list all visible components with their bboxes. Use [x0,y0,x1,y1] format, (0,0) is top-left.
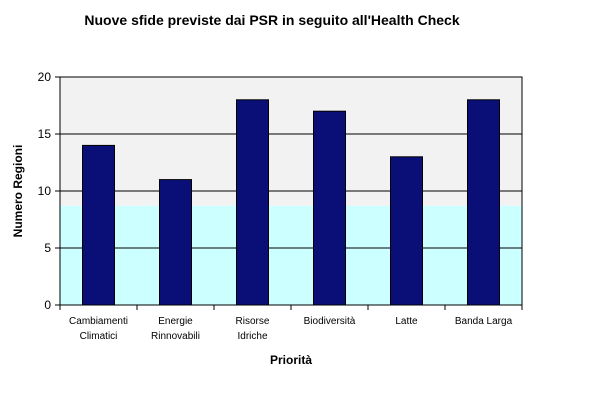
y-tick-label: 20 [38,70,52,84]
x-tick-label: Risorse Idriche [236,316,270,342]
bar [159,179,192,306]
x-tick-label: Energie Rinnovabili [151,316,200,342]
y-tick-label: 5 [44,241,51,255]
bars [82,99,500,306]
plot-area-upper [60,77,522,206]
bar [467,99,500,306]
plot-background [60,77,522,305]
chart-title: Nuove sfide previste dai PSR in seguito … [84,12,460,28]
y-tick-label: 0 [44,298,51,312]
y-tick-label: 10 [38,184,52,198]
x-axis-title: Priorità [270,353,312,367]
bar [313,110,346,306]
x-tick-label: Cambiamenti Climatici [69,316,128,342]
x-tick-label: Banda Larga [455,316,513,327]
y-axis-title: Numero Regioni [11,145,25,238]
bar [390,156,423,306]
y-tick-labels: 0 5 10 15 20 [38,70,60,312]
x-tick-labels: Cambiamenti Climatici Energie Rinnovabili Ri… [59,305,523,342]
bar [236,99,269,306]
x-tick-label: Biodiversità [304,316,356,327]
x-tick-label: Latte [395,316,418,327]
plot-area-lower [60,205,522,305]
bar [82,144,115,306]
y-tick-label: 15 [38,127,52,141]
